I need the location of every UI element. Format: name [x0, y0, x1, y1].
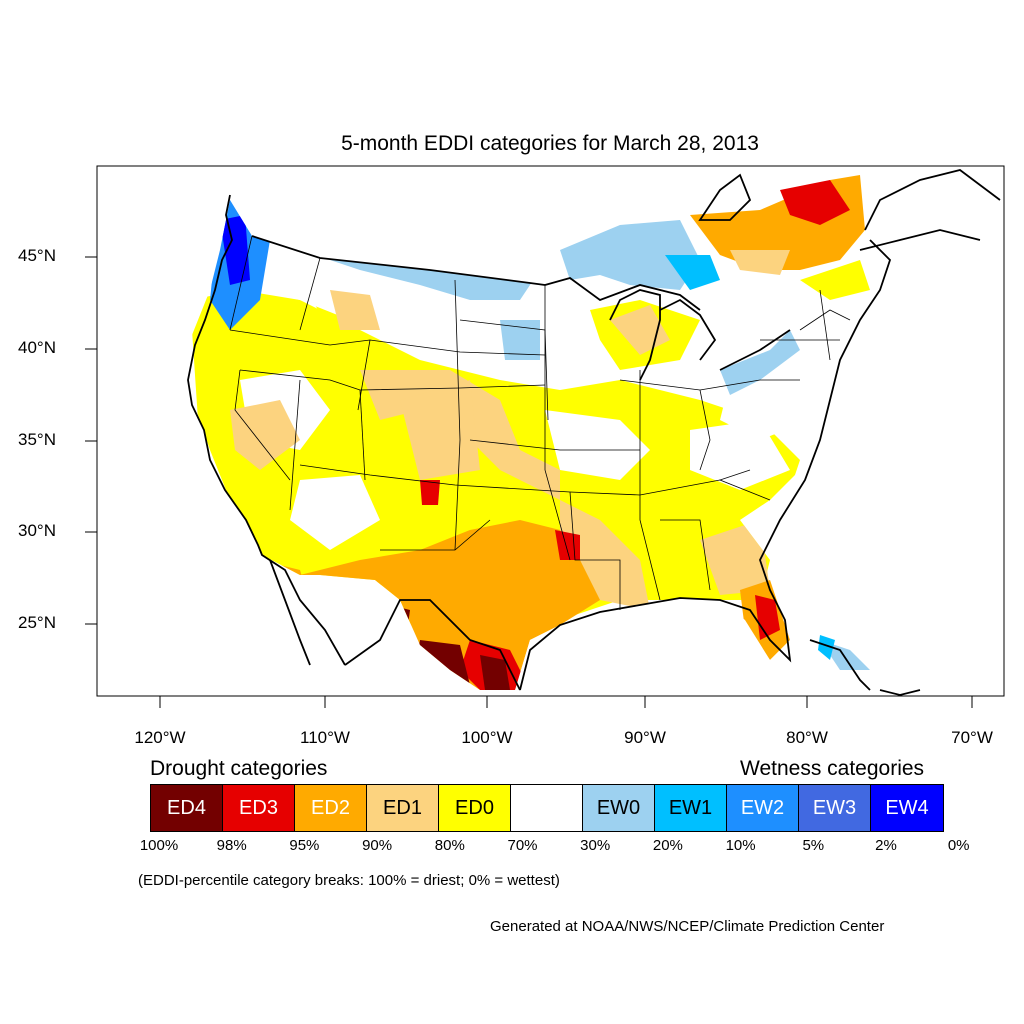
- legend-break-label: 80%: [434, 837, 465, 854]
- lon-label-110: 110°W: [300, 728, 350, 747]
- wetness-heading: Wetness categories: [740, 757, 925, 780]
- legend-box-ed2: ED2: [295, 785, 367, 831]
- lat-label-40: 40°N: [18, 338, 56, 357]
- lon-label-80: 80°W: [786, 728, 828, 747]
- legend-break-label: 5%: [802, 837, 825, 854]
- legend-break-label: 100%: [139, 837, 179, 854]
- legend-break-label: 98%: [216, 837, 247, 854]
- legend-box-ew1: EW1: [655, 785, 727, 831]
- lat-label-30: 30°N: [18, 521, 56, 540]
- legend-box-normal: [511, 785, 583, 831]
- state-boundaries: [229, 235, 851, 610]
- lon-label-100: 100°W: [461, 728, 513, 747]
- category-note: (EDDI-percentile category breaks: 100% =…: [138, 872, 560, 889]
- lat-label-45: 45°N: [18, 246, 56, 265]
- legend-box-ed0: ED0: [439, 785, 511, 831]
- map-title: 5-month EDDI categories for March 28, 20…: [341, 132, 759, 155]
- lon-label-90: 90°W: [624, 728, 666, 747]
- legend-break-label: 95%: [289, 837, 320, 854]
- legend-box-ew4: EW4: [871, 785, 943, 831]
- drought-heading: Drought categories: [150, 757, 328, 780]
- lat-label-25: 25°N: [18, 613, 56, 632]
- category-legend: ED4 ED3 ED2 ED1 ED0 EW0 EW1 EW2 EW3 EW4: [150, 784, 944, 832]
- lon-label-70: 70°W: [951, 728, 993, 747]
- legend-break-label: 20%: [652, 837, 683, 854]
- coastlines: [187, 169, 1001, 696]
- credit-line: Generated at NOAA/NWS/NCEP/Climate Predi…: [490, 918, 885, 935]
- legend-break-label: 2%: [875, 837, 897, 854]
- legend-box-ew2: EW2: [727, 785, 799, 831]
- legend-box-ew0: EW0: [583, 785, 655, 831]
- eddi-field: [188, 170, 870, 690]
- axis-ticks: [85, 256, 973, 708]
- legend-box-ed1: ED1: [367, 785, 439, 831]
- lat-label-35: 35°N: [18, 430, 56, 449]
- legend-break-label: 90%: [362, 837, 393, 854]
- legend-box-ew3: EW3: [799, 785, 871, 831]
- legend-break-label: 30%: [580, 837, 611, 854]
- legend-box-ed4: ED4: [151, 785, 223, 831]
- legend-break-label: 70%: [507, 837, 538, 854]
- lon-label-120: 120°W: [134, 728, 186, 747]
- map-frame: [96, 165, 1005, 697]
- legend-break-label: 10%: [725, 837, 756, 854]
- legend-box-ed3: ED3: [223, 785, 295, 831]
- legend-break-label: 0%: [947, 837, 970, 854]
